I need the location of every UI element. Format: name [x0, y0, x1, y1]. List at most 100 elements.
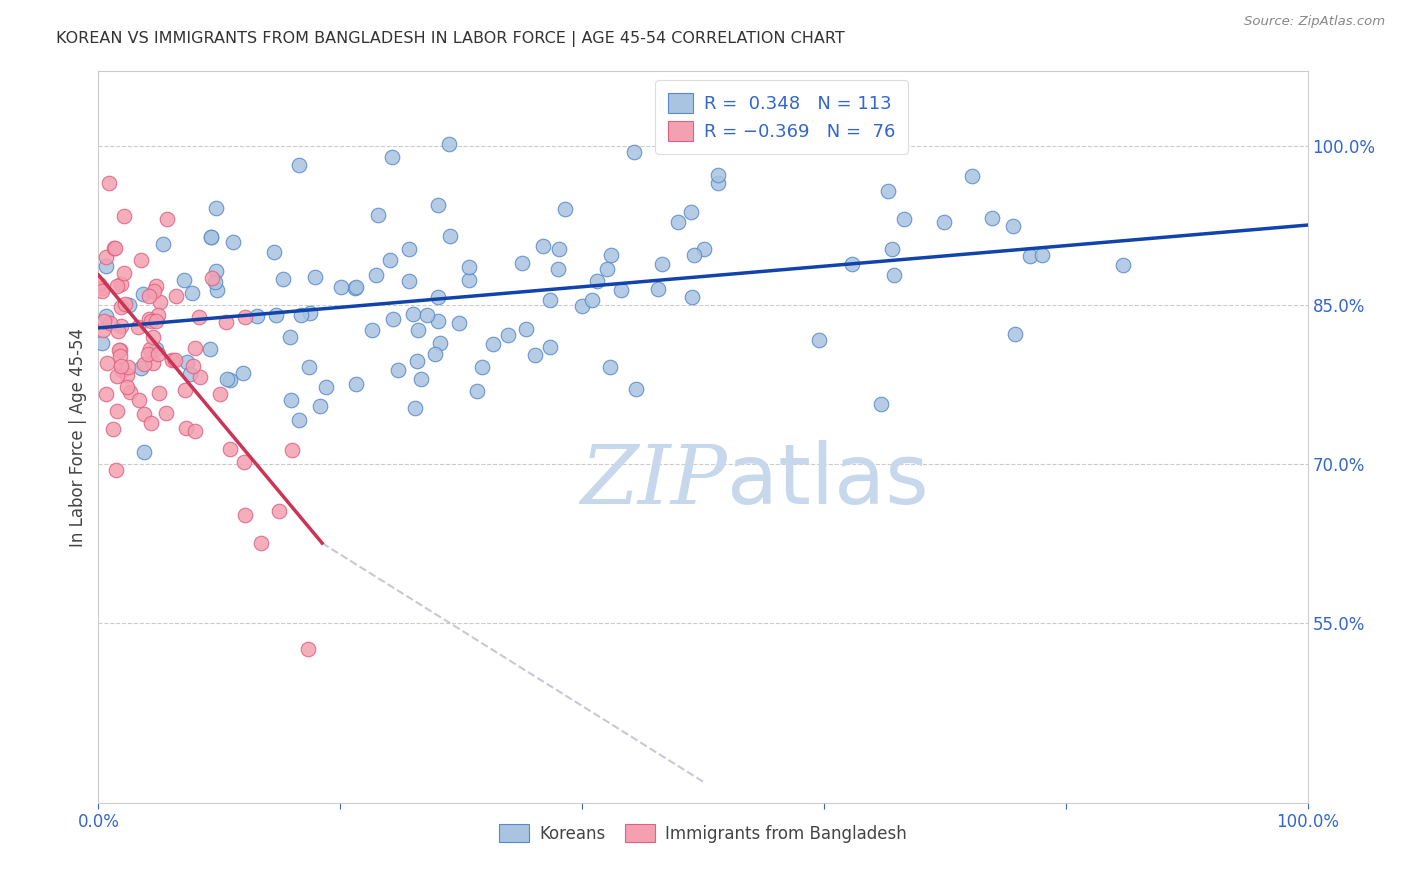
- Point: [118, 298, 141, 312]
- Point: [131, 253, 153, 268]
- Point: [548, 242, 571, 256]
- Point: [382, 311, 405, 326]
- Point: [111, 363, 134, 377]
- Point: [960, 169, 983, 183]
- Point: [205, 283, 228, 297]
- Point: [707, 169, 730, 183]
- Point: [426, 314, 449, 328]
- Point: [515, 322, 537, 336]
- Point: [145, 314, 167, 328]
- Point: [883, 268, 905, 282]
- Point: [134, 444, 156, 458]
- Point: [344, 281, 367, 295]
- Point: [143, 284, 166, 298]
- Point: [204, 264, 226, 278]
- Point: [132, 407, 155, 421]
- Point: [136, 347, 159, 361]
- Point: [90, 284, 112, 298]
- Point: [138, 289, 160, 303]
- Point: [98, 316, 121, 330]
- Point: [97, 176, 120, 190]
- Point: [278, 330, 301, 344]
- Point: [181, 359, 204, 374]
- Point: [586, 274, 609, 288]
- Point: [200, 229, 222, 244]
- Point: [112, 267, 135, 281]
- Point: [250, 535, 273, 549]
- Point: [346, 279, 368, 293]
- Point: [90, 280, 112, 294]
- Point: [179, 367, 201, 381]
- Point: [404, 401, 426, 415]
- Point: [707, 176, 730, 190]
- Point: [232, 366, 254, 380]
- Point: [932, 215, 955, 229]
- Point: [96, 356, 118, 370]
- Point: [181, 285, 204, 300]
- Point: [465, 384, 488, 398]
- Point: [110, 277, 132, 291]
- Point: [538, 293, 561, 307]
- Point: [96, 251, 118, 265]
- Point: [149, 294, 172, 309]
- Point: [155, 406, 177, 420]
- Point: [215, 315, 238, 329]
- Point: [204, 275, 226, 289]
- Point: [110, 300, 132, 314]
- Point: [471, 360, 494, 375]
- Point: [458, 272, 481, 286]
- Point: [156, 212, 179, 227]
- Point: [163, 353, 186, 368]
- Point: [439, 228, 461, 243]
- Point: [104, 463, 127, 477]
- Point: [117, 380, 139, 394]
- Point: [87, 277, 110, 291]
- Point: [107, 343, 129, 357]
- Point: [152, 236, 174, 251]
- Point: [94, 387, 117, 401]
- Point: [184, 341, 207, 355]
- Point: [402, 307, 425, 321]
- Point: [679, 205, 702, 219]
- Point: [1111, 259, 1133, 273]
- Point: [146, 308, 169, 322]
- Point: [981, 211, 1004, 225]
- Point: [581, 293, 603, 307]
- Point: [219, 373, 242, 387]
- Point: [330, 279, 353, 293]
- Point: [105, 278, 128, 293]
- Point: [510, 256, 533, 270]
- Point: [882, 243, 904, 257]
- Point: [201, 271, 224, 285]
- Point: [173, 273, 195, 287]
- Point: [290, 308, 312, 322]
- Point: [429, 335, 451, 350]
- Point: [104, 241, 127, 255]
- Text: KOREAN VS IMMIGRANTS FROM BANGLADESH IN LABOR FORCE | AGE 45-54 CORRELATION CHAR: KOREAN VS IMMIGRANTS FROM BANGLADESH IN …: [56, 31, 845, 47]
- Point: [304, 269, 326, 284]
- Point: [426, 290, 449, 304]
- Point: [381, 150, 404, 164]
- Point: [666, 215, 689, 229]
- Point: [447, 316, 470, 330]
- Point: [600, 248, 623, 262]
- Point: [139, 314, 162, 328]
- Point: [287, 413, 309, 427]
- Point: [298, 359, 321, 374]
- Point: [364, 268, 387, 283]
- Point: [406, 323, 429, 337]
- Point: [235, 310, 257, 325]
- Point: [267, 504, 290, 518]
- Point: [1004, 326, 1026, 341]
- Point: [145, 279, 167, 293]
- Point: [271, 272, 294, 286]
- Point: [215, 372, 238, 386]
- Point: [117, 368, 139, 383]
- Point: [91, 322, 114, 336]
- Point: [683, 247, 706, 261]
- Point: [103, 422, 125, 436]
- Point: [280, 443, 302, 458]
- Point: [893, 212, 915, 227]
- Point: [1019, 249, 1042, 263]
- Point: [361, 323, 384, 337]
